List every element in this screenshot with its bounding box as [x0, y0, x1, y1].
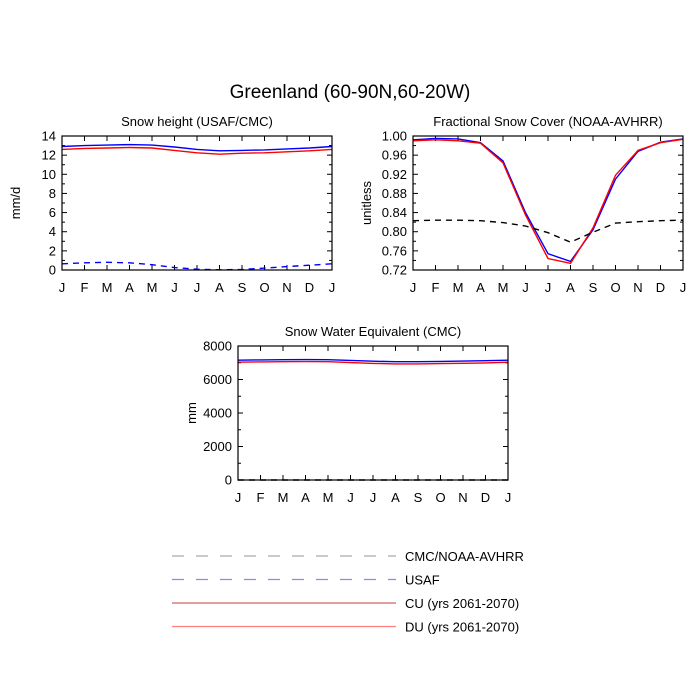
- panel-snow-water-equivalent: Snow Water Equivalent (CMC) mm 0 2000 4000 60…: [184, 324, 511, 505]
- x-tick-label: S: [414, 490, 423, 505]
- series-line-usaf: [61, 261, 333, 271]
- x-tick-label: F: [81, 280, 89, 295]
- y-tick-label: 0.84: [382, 205, 407, 220]
- plot-frame: [412, 135, 684, 271]
- x-tick-label: D: [656, 280, 665, 295]
- x-tick-label: J: [347, 490, 354, 505]
- series-line-du: [237, 360, 509, 365]
- legend-label: USAF: [405, 573, 440, 588]
- x-tick-label: D: [305, 280, 314, 295]
- y-tick-label: 2000: [203, 439, 232, 454]
- panel-fractional-snow-cover: Fractional Snow Cover (NOAA-AVHRR) unitle…: [359, 114, 686, 295]
- legend-label: CU (yrs 2061-2070): [405, 596, 519, 611]
- legend: CMC/NOAA-AVHRR USAF CU (yrs 2061-2070) DU (…: [172, 549, 524, 635]
- y-tick-label: 12: [42, 148, 56, 163]
- y-tick-label: 10: [42, 167, 56, 182]
- x-tick-label: O: [610, 280, 620, 295]
- x-tick-label: J: [505, 490, 512, 505]
- x-tick-label: S: [589, 280, 598, 295]
- x-tick-label: N: [633, 280, 642, 295]
- series-line-du: [412, 138, 684, 265]
- y-tick-label: 0.92: [382, 167, 407, 182]
- x-tick-label: J: [545, 280, 552, 295]
- x-tick-label: J: [194, 280, 201, 295]
- x-tick-label: F: [432, 280, 440, 295]
- series-line-cu: [412, 137, 684, 263]
- x-tick-label: A: [566, 280, 575, 295]
- x-tick-label: J: [329, 280, 336, 295]
- x-tick-label: J: [235, 490, 242, 505]
- x-tick-label: O: [259, 280, 269, 295]
- x-tick-label: F: [257, 490, 265, 505]
- x-tick-label: N: [282, 280, 291, 295]
- y-tick-label: 4000: [203, 406, 232, 421]
- plot-frame: [237, 345, 509, 481]
- y-tick-label: 14: [42, 129, 56, 144]
- x-tick-label: D: [481, 490, 490, 505]
- y-tick-label: 0: [49, 263, 56, 278]
- series-line-du: [61, 146, 333, 155]
- x-tick-label: M: [147, 280, 158, 295]
- series-line-cu: [237, 358, 509, 363]
- x-tick-label: J: [171, 280, 178, 295]
- x-tick-label: M: [498, 280, 509, 295]
- y-tick-label: 0: [225, 473, 232, 488]
- y-tick-label: 0.88: [382, 186, 407, 201]
- y-tick-label: 0.96: [382, 148, 407, 163]
- x-tick-label: O: [435, 490, 445, 505]
- series-line-cu: [61, 143, 333, 152]
- x-tick-label: M: [323, 490, 334, 505]
- y-axis-label: unitless: [359, 180, 374, 225]
- x-tick-label: J: [522, 280, 529, 295]
- y-tick-label: 6000: [203, 372, 232, 387]
- x-tick-label: A: [391, 490, 400, 505]
- y-tick-label: 6: [49, 205, 56, 220]
- x-tick-label: M: [453, 280, 464, 295]
- y-tick-label: 1.00: [382, 129, 407, 144]
- figure-title: Greenland (60-90N,60-20W): [229, 82, 471, 103]
- legend-label: CMC/NOAA-AVHRR: [405, 549, 524, 564]
- y-tick-label: 0.72: [382, 263, 407, 278]
- x-tick-label: N: [458, 490, 467, 505]
- y-axis-label: mm/d: [8, 187, 23, 220]
- y-tick-label: 4: [49, 224, 56, 239]
- x-tick-label: J: [59, 280, 66, 295]
- x-tick-label: A: [215, 280, 224, 295]
- panel-title: Fractional Snow Cover (NOAA-AVHRR): [433, 114, 662, 129]
- x-tick-label: A: [301, 490, 310, 505]
- y-tick-label: 0.80: [382, 224, 407, 239]
- plot-frame: [61, 135, 333, 271]
- x-tick-label: M: [102, 280, 113, 295]
- panel-title: Snow height (USAF/CMC): [121, 114, 273, 129]
- series-line-cmc_noaa: [412, 219, 684, 243]
- y-axis-label: mm: [184, 402, 199, 424]
- y-tick-label: 8: [49, 186, 56, 201]
- y-tick-label: 2: [49, 243, 56, 258]
- x-tick-label: A: [125, 280, 134, 295]
- x-tick-label: M: [278, 490, 289, 505]
- legend-label: DU (yrs 2061-2070): [405, 620, 519, 635]
- panel-title: Snow Water Equivalent (CMC): [285, 324, 462, 339]
- y-tick-label: 8000: [203, 339, 232, 354]
- x-tick-label: J: [680, 280, 687, 295]
- x-tick-label: A: [476, 280, 485, 295]
- x-tick-label: J: [410, 280, 417, 295]
- x-tick-label: S: [238, 280, 247, 295]
- y-tick-label: 0.76: [382, 243, 407, 258]
- x-tick-label: J: [370, 490, 377, 505]
